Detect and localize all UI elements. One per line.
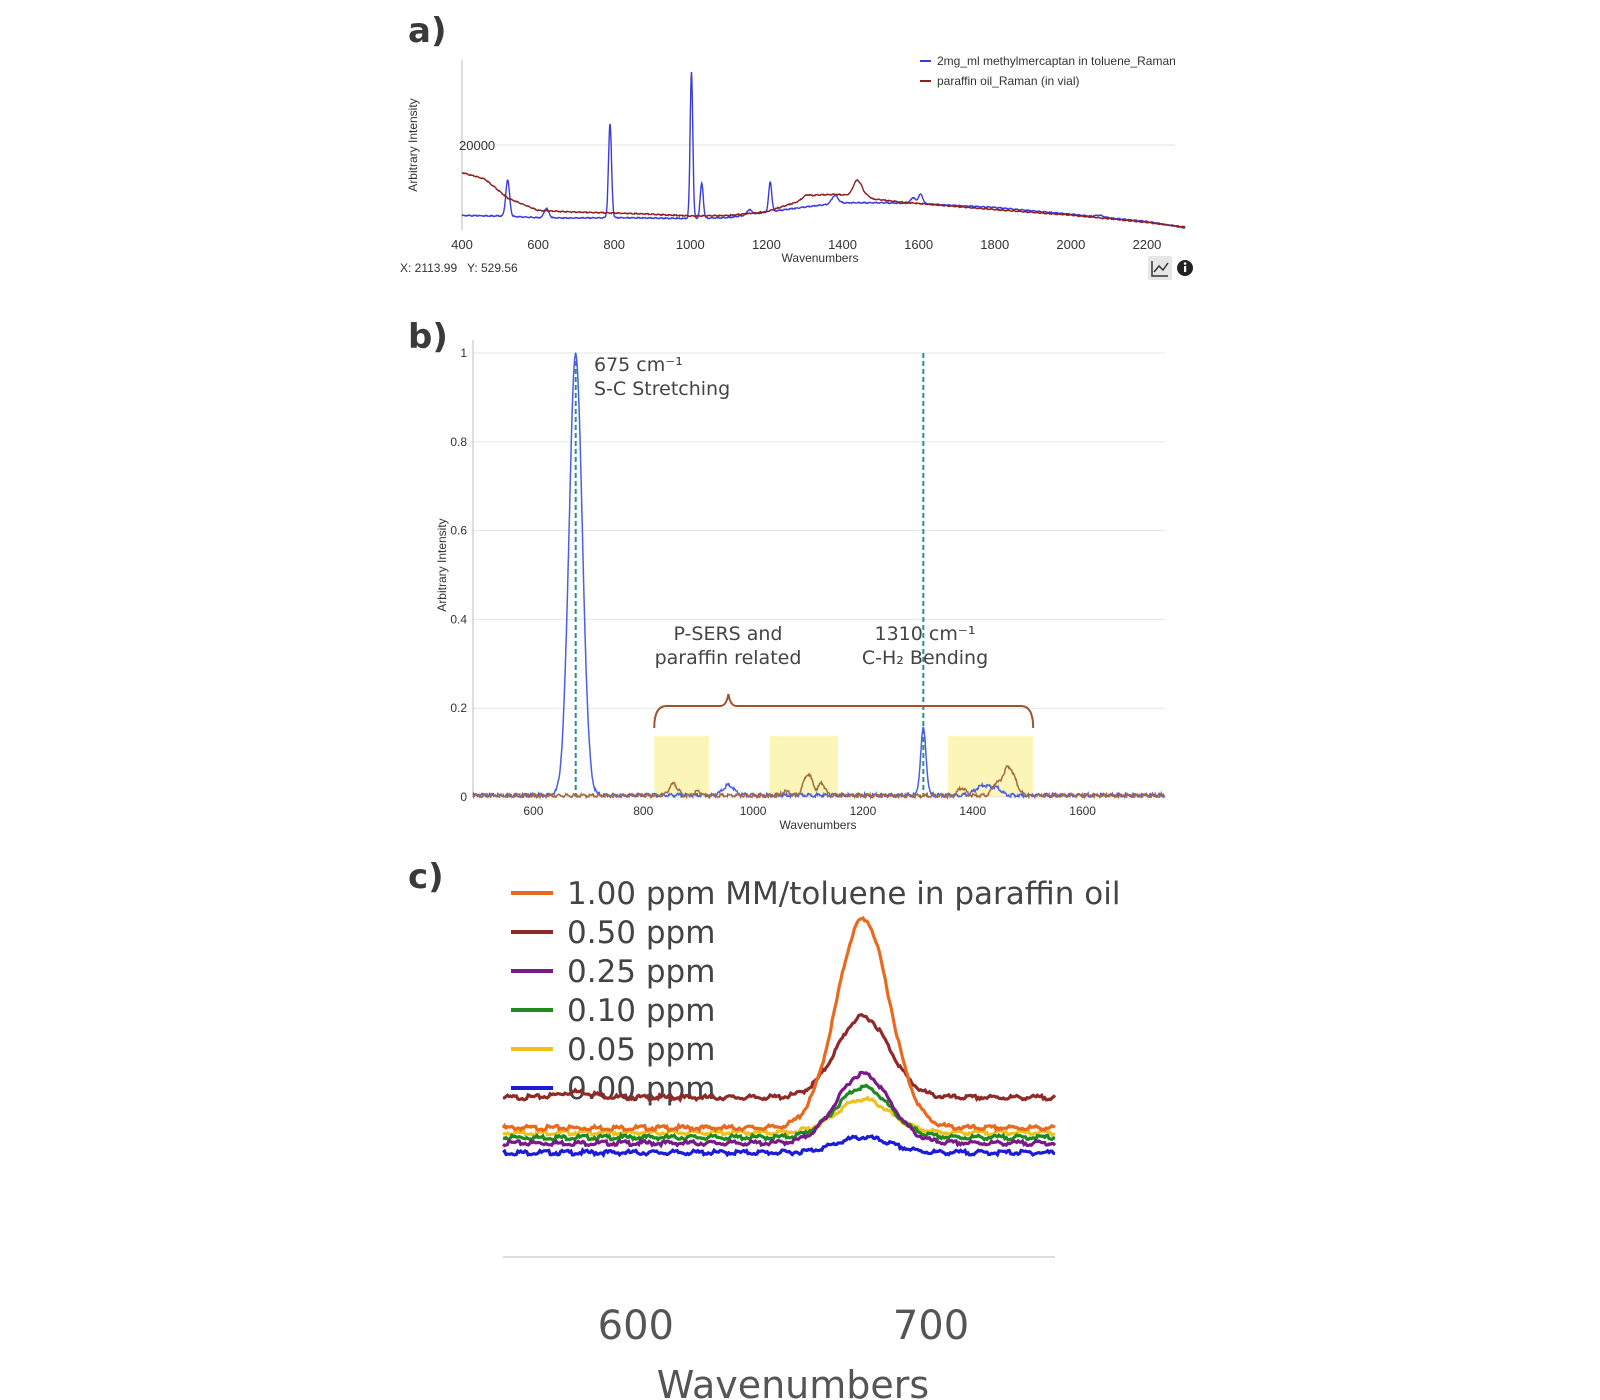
- chart-b-series-line-0: [472, 351, 1166, 800]
- chart-b-y-tick-3: 0.6: [450, 524, 467, 538]
- chart-a-x-ticks: 400 600 800 1000 1200 1400 1600 1800 2000 2200: [451, 237, 1161, 252]
- chart-b-highlights: [654, 736, 1034, 797]
- annotation-psers: P-SERS and paraffin related: [655, 623, 802, 669]
- annotation-sc-line-1: 675 cm⁻¹: [594, 354, 683, 376]
- panel-label-c: c): [408, 857, 444, 897]
- chart-b-y-tick-2: 0.4: [450, 612, 467, 626]
- annotation-sc-line-2: S-C Stretching: [594, 378, 730, 400]
- legend-c-label-2: 0.25 ppm: [567, 954, 715, 990]
- panel-label-a: a): [408, 11, 446, 51]
- chart-c-x-tick-1: 700: [893, 1303, 969, 1349]
- chart-b-x-tick-2: 1000: [740, 804, 767, 818]
- chart-b: 600 800 1000 1200 1400 1600 0 0.2 0.4 0.6 0.8 1 Wa…: [435, 340, 1166, 832]
- chart-b-x-tick-1: 800: [633, 804, 653, 818]
- annotation-ch2-line-1: 1310 cm⁻¹: [875, 623, 976, 645]
- chart-b-y-tick-4: 0.8: [450, 435, 467, 449]
- info-icon-dot: [1183, 262, 1187, 265]
- chart-type-button[interactable]: [1148, 256, 1172, 280]
- chart-b-y-ticks: 0 0.2 0.4 0.6 0.8 1: [450, 346, 467, 804]
- chart-c-x-tick-0: 600: [598, 1303, 674, 1349]
- annotation-ch2-line-2: C-H₂ Bending: [862, 647, 988, 669]
- chart-b-y-tick-5: 1: [460, 346, 467, 360]
- chart-c-series-line-0: [501, 915, 1056, 1134]
- chart-b-x-tick-3: 1200: [850, 804, 877, 818]
- info-button[interactable]: [1177, 260, 1193, 276]
- chart-a-x-tick-6: 1600: [904, 237, 933, 252]
- chart-c-series-line-3: [502, 1083, 1056, 1143]
- annotation-psers-line-1: P-SERS and: [673, 623, 782, 645]
- chart-b-y-tick-1: 0.2: [450, 701, 467, 715]
- chart-b-y-tick-0: 0: [460, 790, 467, 804]
- chart-a-x-tick-8: 2000: [1056, 237, 1085, 252]
- chart-b-x-tick-5: 1600: [1069, 804, 1096, 818]
- chart-c-series-line-1: [502, 1013, 1057, 1103]
- chart-b-x-tick-4: 1400: [959, 804, 986, 818]
- cursor-x-readout: X: 2113.99: [400, 261, 457, 275]
- chart-c-x-label: Wavenumbers: [657, 1363, 929, 1400]
- chart-c-series: [501, 915, 1057, 1159]
- chart-c-series-line-2: [502, 1070, 1057, 1149]
- chart-c-x-ticks: 600 700: [598, 1303, 970, 1349]
- chart-a-y-tick-0: 20000: [459, 138, 495, 153]
- chart-a-x-label: Wavenumbers: [782, 251, 859, 265]
- annotation-sc-stretching: 675 cm⁻¹ S-C Stretching: [594, 354, 730, 400]
- annotation-ch2-bending: 1310 cm⁻¹ C-H₂ Bending: [862, 623, 988, 669]
- cursor-y-readout: Y: 529.56: [467, 261, 518, 275]
- chart-a-series-line-0: [461, 71, 1186, 229]
- annotation-psers-line-2: paraffin related: [655, 647, 802, 669]
- chart-a-x-tick-0: 400: [451, 237, 473, 252]
- legend-c-label-0: 1.00 ppm MM/toluene in paraffin oil: [567, 876, 1120, 912]
- legend-a-label-1: 2mg_ml methylmercaptan in toluene_Raman: [937, 54, 1176, 68]
- chart-a-x-tick-1: 600: [527, 237, 549, 252]
- panel-label-b: b): [408, 317, 448, 357]
- chart-c-legend: 1.00 ppm MM/toluene in paraffin oil0.50 …: [511, 876, 1120, 1107]
- chart-b-grid: [473, 352, 1165, 798]
- legend-c-label-4: 0.05 ppm: [567, 1032, 715, 1068]
- chart-b-y-label: Arbitrary Intensity: [435, 518, 449, 611]
- chart-b-x-label: Wavenumbers: [780, 818, 857, 832]
- chart-a-x-tick-7: 1800: [980, 237, 1009, 252]
- chart-b-brace-path: [653, 693, 1035, 728]
- chart-a: 400 600 800 1000 1200 1400 1600 1800 2000 2200 20…: [400, 54, 1193, 280]
- chart-c-series-line-5: [502, 1134, 1055, 1159]
- chart-a-x-tick-3: 1000: [676, 237, 705, 252]
- chart-b-brace: [653, 693, 1035, 728]
- chart-b-highlight-1: [769, 736, 839, 797]
- chart-a-y-ticks: 20000: [459, 138, 495, 153]
- chart-a-y-label: Arbitrary Intensity: [406, 98, 420, 191]
- legend-a-label-2: paraffin oil_Raman (in vial): [937, 74, 1080, 88]
- chart-a-x-tick-9: 2200: [1132, 237, 1161, 252]
- chart-b-series: [472, 351, 1166, 801]
- legend-c-label-1: 0.50 ppm: [567, 915, 715, 951]
- chart-a-x-tick-2: 800: [603, 237, 625, 252]
- chart-a-series-line-1: [461, 172, 1186, 228]
- chart-b-x-ticks: 600 800 1000 1200 1400 1600: [523, 804, 1096, 818]
- chart-a-legend: 2mg_ml methylmercaptan in toluene_Raman …: [920, 54, 1176, 88]
- chart-a-x-tick-5: 1400: [828, 237, 857, 252]
- info-icon-stem: [1184, 266, 1187, 272]
- chart-icon: [1151, 261, 1169, 277]
- chart-b-series-line-1: [472, 764, 1166, 801]
- chart-c-series-line-4: [502, 1095, 1056, 1139]
- chart-b-highlight-0: [654, 736, 710, 797]
- chart-b-reference-lines: [574, 353, 925, 797]
- chart-a-series: [461, 71, 1186, 229]
- chart-b-x-tick-0: 600: [523, 804, 543, 818]
- chart-c: 1.00 ppm MM/toluene in paraffin oil0.50 …: [501, 876, 1120, 1400]
- legend-c-label-5: 0.00 ppm: [567, 1071, 715, 1107]
- legend-c-label-3: 0.10 ppm: [567, 993, 715, 1029]
- chart-a-x-tick-4: 1200: [752, 237, 781, 252]
